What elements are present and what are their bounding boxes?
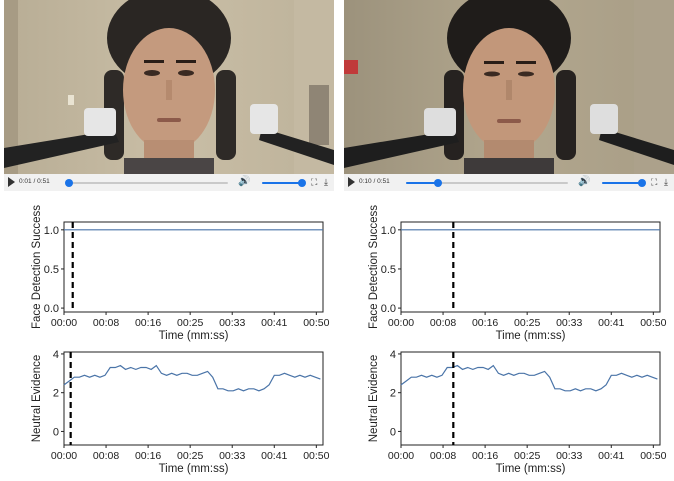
seek-bar-fill	[406, 182, 439, 184]
volume-handle[interactable]	[298, 179, 306, 187]
seek-bar[interactable]	[406, 179, 568, 187]
x-axis-label: Time (mm:ss)	[159, 463, 229, 475]
x-axis-label: Time (mm:ss)	[159, 330, 229, 342]
x-tick-label: 00:50	[640, 317, 666, 329]
time-display: 0:01 / 0:51	[19, 178, 50, 185]
play-icon[interactable]	[8, 177, 15, 187]
x-axis-label: Time (mm:ss)	[496, 463, 566, 475]
x-tick-label: 00:00	[51, 450, 77, 462]
plot-frame	[63, 351, 324, 446]
x-tick-label: 00:00	[388, 317, 414, 329]
video-frame[interactable]	[344, 0, 674, 174]
y-axis-label: Neutral Evidence	[368, 355, 380, 443]
x-tick-label: 00:41	[598, 317, 624, 329]
x-tick-label: 00:16	[472, 317, 498, 329]
play-icon[interactable]	[348, 177, 355, 187]
x-tick-label: 00:25	[514, 450, 540, 462]
y-axis-label: Face Detection Success	[368, 205, 380, 329]
y-tick-label: 0.5	[44, 264, 59, 276]
volume-fill	[262, 182, 302, 184]
x-tick-label: 00:25	[177, 450, 203, 462]
video-frame-image	[344, 0, 674, 174]
data-series-line	[63, 364, 321, 392]
x-tick-label: 00:16	[135, 317, 161, 329]
y-tick-label: 0.0	[381, 303, 396, 315]
y-tick-label: 2	[53, 388, 59, 400]
x-tick-label: 00:41	[261, 450, 287, 462]
x-tick-label: 00:50	[640, 450, 666, 462]
x-tick-label: 00:00	[51, 317, 77, 329]
y-tick-label: 0.5	[381, 264, 396, 276]
x-tick-label: 00:33	[556, 450, 582, 462]
data-series-line	[400, 364, 658, 392]
x-tick-label: 00:25	[177, 317, 203, 329]
y-tick-label: 1.0	[44, 225, 59, 237]
x-tick-label: 00:00	[388, 450, 414, 462]
x-tick-label: 00:33	[219, 450, 245, 462]
volume-fill	[602, 182, 642, 184]
x-tick-label: 00:33	[556, 317, 582, 329]
x-tick-label: 00:08	[93, 317, 119, 329]
time-display: 0:10 / 0:51	[359, 178, 390, 185]
x-tick-label: 00:33	[219, 317, 245, 329]
x-tick-label: 00:50	[303, 317, 329, 329]
x-tick-label: 00:08	[93, 450, 119, 462]
y-tick-label: 2	[390, 388, 396, 400]
plot-frame	[400, 351, 661, 446]
x-tick-label: 00:16	[472, 450, 498, 462]
y-tick-label: 4	[390, 349, 396, 361]
y-axis-label: Face Detection Success	[31, 205, 43, 329]
x-tick-label: 00:41	[261, 317, 287, 329]
fullscreen-icon[interactable]: ⛶	[651, 177, 658, 187]
x-tick-label: 00:25	[514, 317, 540, 329]
volume-handle[interactable]	[638, 179, 646, 187]
video-frame[interactable]	[4, 0, 334, 174]
plot-frame	[63, 221, 324, 313]
download-icon[interactable]: ⤓	[324, 177, 328, 187]
x-tick-label: 00:50	[303, 450, 329, 462]
y-tick-label: 0.0	[44, 303, 59, 315]
video-controls: 0:01 / 0:51 🔊 ⛶ ⤓	[4, 174, 334, 191]
volume-icon[interactable]: 🔊	[238, 176, 251, 187]
x-tick-label: 00:16	[135, 450, 161, 462]
y-axis-label: Neutral Evidence	[31, 355, 43, 443]
x-tick-label: 00:08	[430, 450, 456, 462]
volume-slider[interactable]	[262, 179, 306, 187]
video-frame-image	[4, 0, 334, 174]
video-controls: 0:10 / 0:51 🔊 ⛶ ⤓	[344, 174, 674, 191]
volume-icon[interactable]: 🔊	[578, 176, 591, 187]
seek-handle[interactable]	[65, 179, 74, 187]
fullscreen-icon[interactable]: ⛶	[311, 177, 318, 187]
y-tick-label: 0	[390, 426, 396, 438]
y-tick-label: 1.0	[381, 225, 396, 237]
volume-slider[interactable]	[602, 179, 646, 187]
y-tick-label: 0	[53, 426, 59, 438]
seek-handle[interactable]	[434, 179, 443, 187]
plot-frame	[400, 221, 661, 313]
x-tick-label: 00:08	[430, 317, 456, 329]
download-icon[interactable]: ⤓	[664, 177, 668, 187]
seek-bar[interactable]	[65, 179, 228, 187]
y-tick-label: 4	[53, 349, 59, 361]
x-tick-label: 00:41	[598, 450, 624, 462]
x-axis-label: Time (mm:ss)	[496, 330, 566, 342]
